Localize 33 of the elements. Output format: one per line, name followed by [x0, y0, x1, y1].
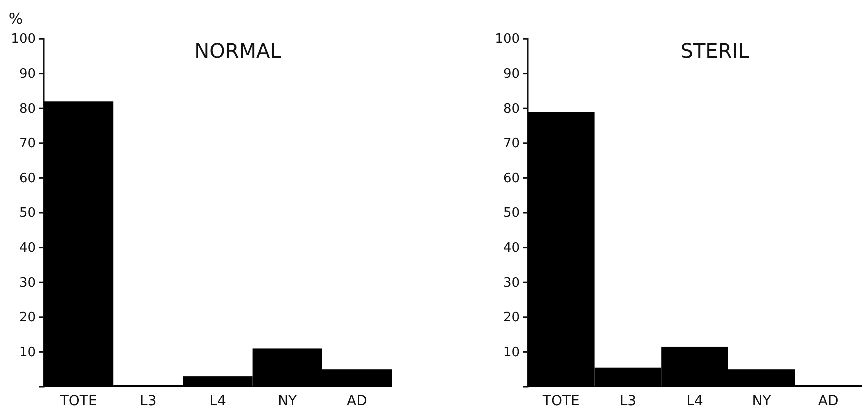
x-tick-label: NY: [278, 393, 298, 410]
x-tick-label: L4: [686, 393, 704, 410]
x-tick-label: L3: [140, 393, 157, 410]
y-tick-label: 70: [19, 136, 36, 152]
y-tick-label: 90: [503, 66, 520, 82]
y-tick-label: 80: [19, 102, 36, 117]
y-axis-title: %: [8, 10, 24, 28]
y-tick-label: 20: [19, 310, 36, 326]
y-tick-label: 50: [503, 206, 520, 222]
y-tick-label: 30: [503, 276, 520, 291]
y-tick-label: 10: [19, 345, 36, 360]
y-tick-label: 60: [503, 171, 520, 186]
y-tick-label: 40: [503, 240, 520, 256]
y-tick-label: 20: [503, 310, 520, 326]
y-tick-label: 100: [495, 32, 520, 48]
y-tick-label: 10: [503, 345, 520, 360]
x-tick-label: TOTE: [542, 393, 580, 410]
y-tick-label: 50: [19, 206, 36, 222]
y-tick-label: 60: [19, 171, 36, 186]
y-tick-label: 100: [11, 32, 36, 48]
y-tick-label: 90: [19, 66, 36, 82]
x-tick-label: NY: [752, 393, 772, 410]
y-tick-label: 80: [503, 102, 520, 117]
x-tick-label: AD: [347, 393, 368, 410]
x-tick-label: AD: [818, 393, 839, 410]
x-tick-label: TOTE: [59, 393, 98, 410]
chart-title: STERIL: [680, 39, 750, 63]
x-tick-label: L4: [210, 393, 226, 410]
x-tick-label: L3: [620, 393, 637, 410]
y-tick-label: 40: [19, 240, 36, 256]
chart-title: NORMAL: [194, 39, 282, 63]
y-tick-label: 30: [19, 276, 36, 291]
y-tick-label: 70: [503, 136, 520, 152]
